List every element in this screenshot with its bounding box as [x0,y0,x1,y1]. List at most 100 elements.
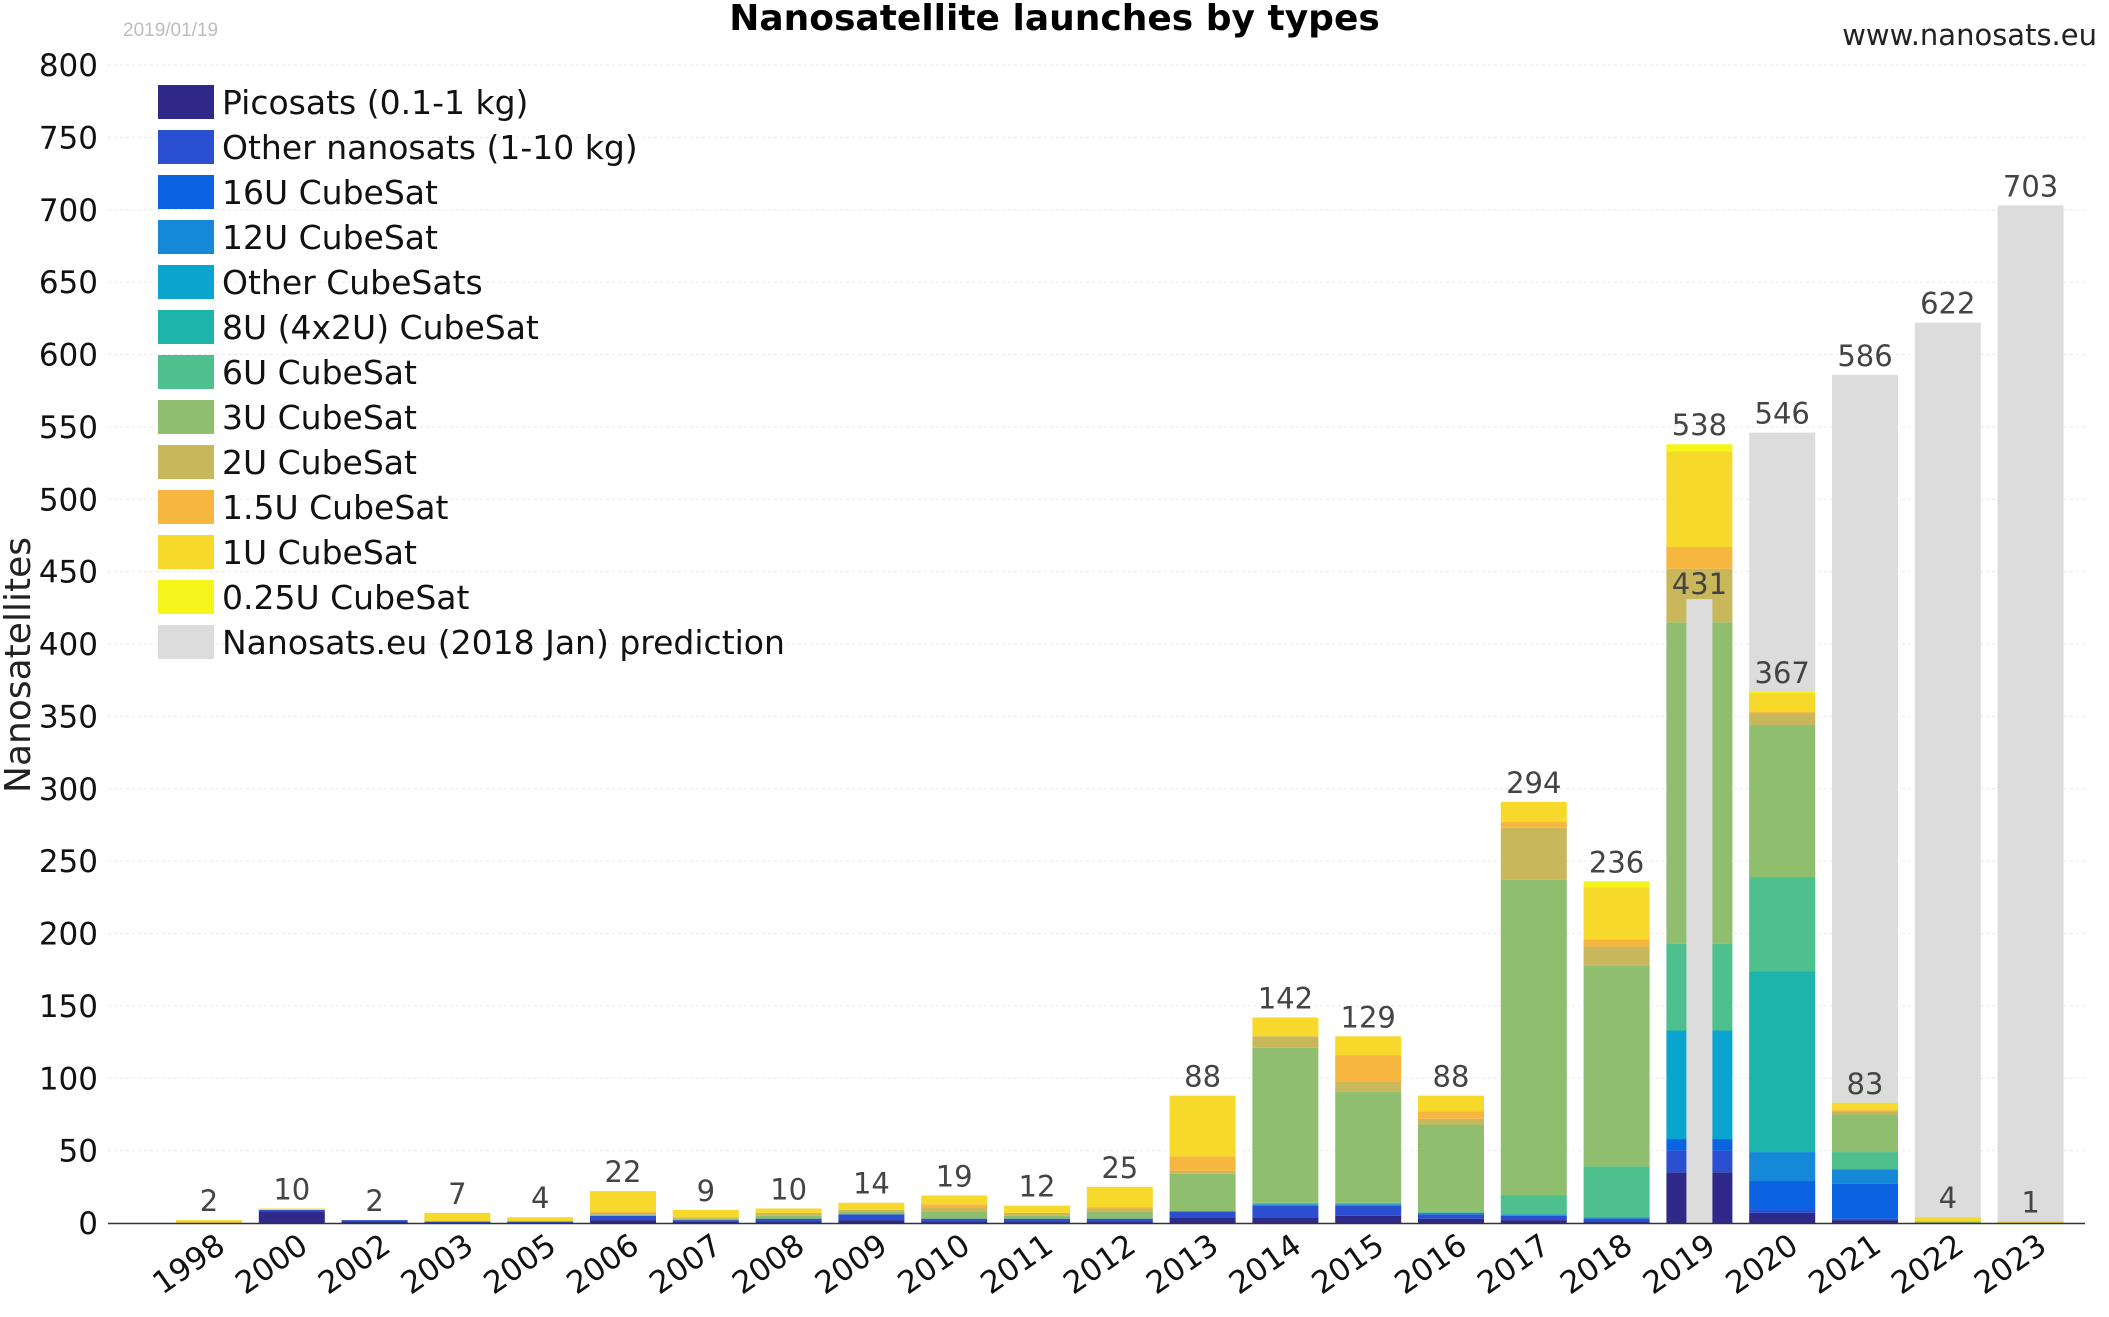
bar-total-label: 2 [365,1184,383,1218]
bar-segment [1335,1055,1402,1082]
bar-segment [1004,1221,1070,1223]
bar-segment [838,1211,905,1215]
bar-segment [1418,1111,1484,1119]
bar-segment [1749,1181,1816,1210]
legend-swatch [158,130,214,164]
x-axis-ticks: 1998200020022003200520062007200820092010… [146,1227,2053,1302]
legend-label: Other CubeSats [222,263,483,302]
y-tick-label: 550 [39,410,98,446]
bar-segment [1997,1221,2064,1223]
bar-segment [424,1221,491,1223]
bar-segment [1583,887,1650,940]
bar-segment [341,1220,408,1222]
bar-segment [1418,1118,1484,1125]
bar-total-label: 236 [1589,845,1644,879]
bar-segment [1583,965,1650,1167]
prediction-bar [1914,322,1981,1223]
x-tick-label: 2018 [1554,1227,1639,1302]
y-axis-label: Nanosatellites [0,537,39,793]
bar-segment [590,1191,656,1212]
bar-segment [1169,1095,1236,1157]
legend-label: Nanosats.eu (2018 Jan) prediction [222,623,785,662]
legend-swatch [158,490,214,524]
bar-total-label: 538 [1672,408,1727,442]
bar-total-label: 129 [1341,1000,1396,1034]
bar-segment [755,1221,822,1223]
bar-segment [1169,1211,1236,1218]
bar-segment [755,1212,822,1216]
bar-segment [1418,1211,1484,1213]
bar-segment [1749,971,1816,1153]
y-tick-label: 750 [39,120,98,156]
y-tick-label: 200 [39,917,98,953]
bar-segment [1832,1169,1898,1184]
bar-segment [1169,1217,1236,1223]
bar-total-label: 88 [1433,1060,1470,1094]
legend-label: 12U CubeSat [222,218,438,257]
bar-total-label: 294 [1506,766,1561,800]
bar-segment [1832,1218,1898,1221]
bar-segment [921,1211,988,1219]
bar-segment [1832,1114,1898,1153]
bar-segment [1252,1204,1319,1206]
date-stamp: 2019/01/19 [123,20,219,41]
x-tick-label: 2022 [1885,1227,1970,1302]
bar-segment [1086,1221,1153,1223]
bar-segment [1749,1212,1816,1223]
bar-segment [258,1208,325,1210]
bar-segment [258,1209,325,1212]
legend-label: 6U CubeSat [222,353,417,392]
bar-segment [1832,1183,1898,1219]
bar-segment [590,1220,656,1223]
legend-label: Picosats (0.1-1 kg) [222,83,528,122]
bar-segment [1086,1218,1153,1222]
bar-segment [1335,1205,1402,1216]
chart-title: Nanosatellite launches by types [729,0,1380,39]
bar-total-label: 22 [605,1155,642,1189]
legend-swatch [158,625,214,659]
bar-segment [1583,939,1650,947]
bar-segment [1335,1215,1402,1223]
bar-segment [1004,1205,1070,1213]
x-tick-label: 2002 [312,1227,397,1302]
x-tick-label: 2020 [1720,1227,1805,1302]
bar-segment [1500,1214,1567,1216]
legend-swatch [158,445,214,479]
legend-swatch [158,175,214,209]
bar-segment [1335,1204,1402,1206]
prediction-bar [1686,599,1713,1223]
bar-total-label: 367 [1755,656,1810,690]
bar-segment [1418,1214,1484,1219]
x-tick-label: 2008 [726,1227,811,1302]
y-tick-label: 350 [39,699,98,735]
y-tick-label: 150 [39,989,98,1025]
x-tick-label: 2007 [643,1227,728,1302]
bar-segment [921,1218,988,1222]
bar-total-label: 10 [273,1173,310,1207]
bar-segment [1252,1205,1319,1218]
bar-segment [1335,1081,1402,1092]
bar-segment [838,1214,905,1221]
bar-segment [258,1211,325,1223]
bar-total-label: 83 [1847,1067,1884,1101]
legend-label: 1.5U CubeSat [222,488,449,527]
x-tick-label: 2006 [560,1227,645,1302]
bar-segment [590,1212,656,1215]
x-tick-label: 2010 [892,1227,977,1302]
website-label: www.nanosats.eu [1842,18,2097,52]
bar-segment [1832,1220,1898,1223]
bar-segment [1252,1017,1319,1037]
legend-swatch [158,355,214,389]
y-tick-label: 650 [39,265,98,301]
bar-segment [1500,827,1567,880]
x-tick-label: 2011 [974,1227,1059,1302]
bar-total-label: 19 [936,1159,973,1193]
bar-segment [1832,1111,1898,1115]
bar-segment [921,1204,988,1208]
bar-total-label: 25 [1101,1151,1138,1185]
bar-segment [590,1211,656,1213]
bar-segment [672,1217,739,1219]
bar-total-label: 88 [1184,1060,1221,1094]
legend-swatch [158,85,214,119]
